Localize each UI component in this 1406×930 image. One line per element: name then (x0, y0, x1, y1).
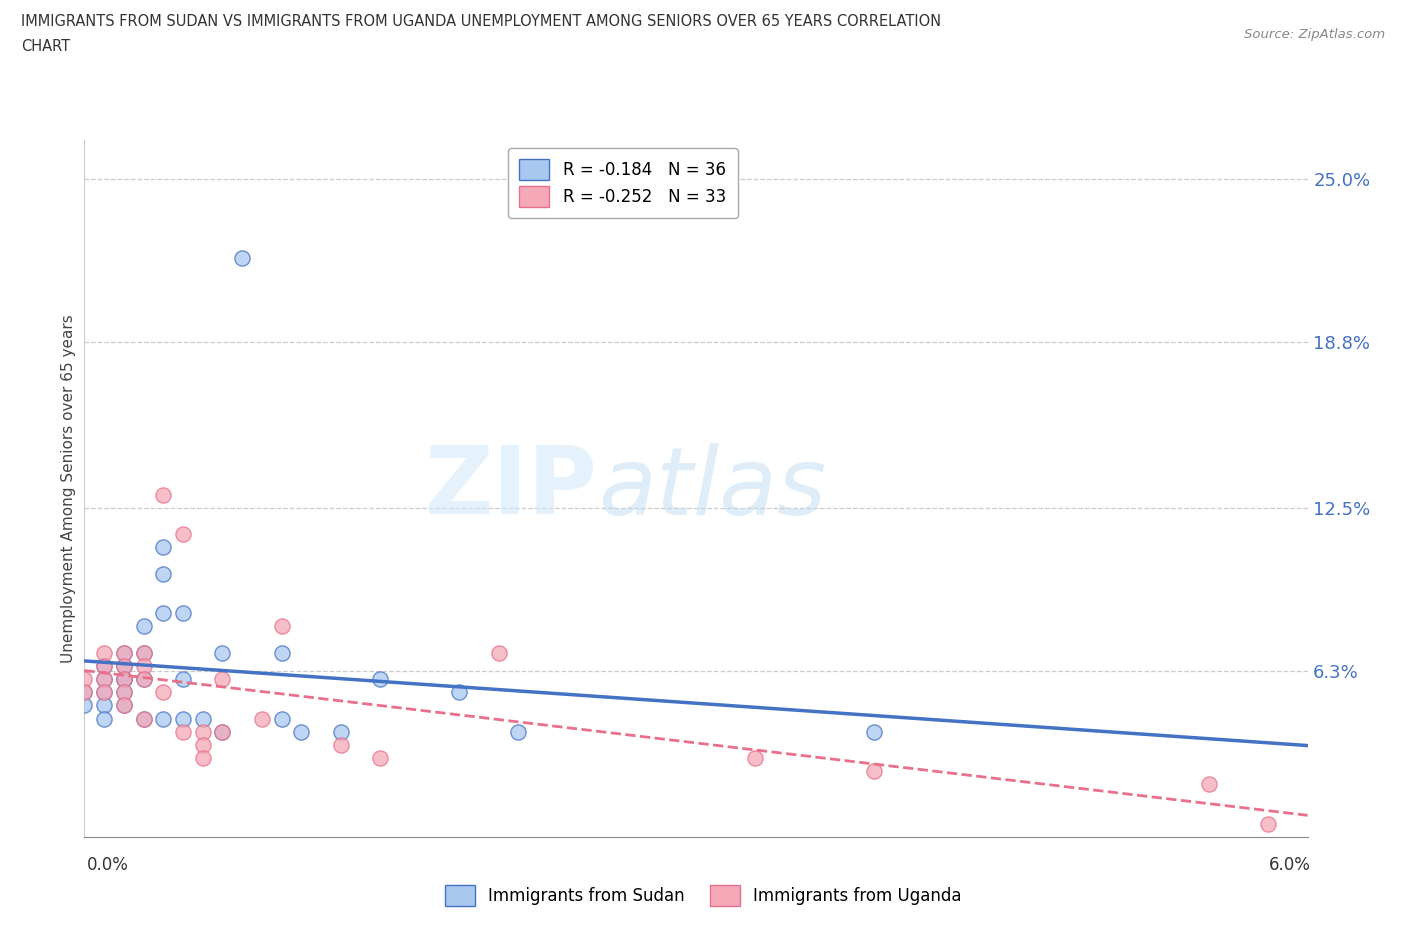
Point (93, 711, 115, 726)
Text: CHART: CHART (21, 39, 70, 54)
Legend: Immigrants from Sudan, Immigrants from Uganda: Immigrants from Sudan, Immigrants from U… (437, 879, 969, 912)
Point (112, 645, 135, 660)
Point (132, 711, 155, 726)
Point (93, 698, 115, 712)
Point (152, 540, 174, 555)
Point (112, 671, 135, 686)
Point (211, 671, 233, 686)
Point (862, 764, 884, 778)
Point (488, 645, 510, 660)
Point (112, 645, 135, 660)
Text: IMMIGRANTS FROM SUDAN VS IMMIGRANTS FROM UGANDA UNEMPLOYMENT AMONG SENIORS OVER : IMMIGRANTS FROM SUDAN VS IMMIGRANTS FROM… (21, 14, 941, 29)
Point (211, 645, 233, 660)
Point (270, 619, 292, 634)
Point (73, 684, 96, 699)
Point (112, 658, 135, 673)
Point (231, 250, 253, 265)
Point (73, 671, 96, 686)
Point (152, 566, 174, 581)
Point (172, 711, 194, 726)
Point (93, 684, 115, 699)
Text: 0.0%: 0.0% (87, 856, 129, 873)
Point (172, 605, 194, 620)
Point (152, 711, 174, 726)
Point (132, 671, 155, 686)
Point (270, 645, 292, 660)
Point (211, 724, 233, 739)
Point (93, 658, 115, 673)
Point (93, 645, 115, 660)
Point (508, 724, 530, 739)
Point (93, 671, 115, 686)
Point (1198, 777, 1220, 791)
Point (191, 737, 214, 752)
Point (191, 724, 214, 739)
Point (93, 658, 115, 673)
Text: ZIP: ZIP (425, 443, 598, 534)
Point (132, 619, 155, 634)
Point (1257, 817, 1279, 831)
Point (73, 684, 96, 699)
Legend: R = -0.184   N = 36, R = -0.252   N = 33: R = -0.184 N = 36, R = -0.252 N = 33 (508, 148, 738, 219)
Y-axis label: Unemployment Among Seniors over 65 years: Unemployment Among Seniors over 65 years (60, 314, 76, 662)
Point (73, 698, 96, 712)
Point (152, 684, 174, 699)
Point (368, 671, 391, 686)
Point (132, 645, 155, 660)
Point (329, 737, 352, 752)
Point (250, 711, 273, 726)
Point (112, 698, 135, 712)
Point (191, 711, 214, 726)
Point (112, 698, 135, 712)
Point (112, 684, 135, 699)
Text: Source: ZipAtlas.com: Source: ZipAtlas.com (1244, 28, 1385, 41)
Point (132, 711, 155, 726)
Point (112, 684, 135, 699)
Point (744, 751, 766, 765)
Point (211, 724, 233, 739)
Point (172, 671, 194, 686)
Point (862, 724, 884, 739)
Point (449, 684, 471, 699)
Text: 6.0%: 6.0% (1268, 856, 1310, 873)
Point (191, 751, 214, 765)
Point (132, 671, 155, 686)
Point (329, 724, 352, 739)
Point (112, 658, 135, 673)
Point (112, 671, 135, 686)
Point (270, 711, 292, 726)
Text: atlas: atlas (598, 443, 827, 534)
Point (172, 527, 194, 542)
Point (152, 487, 174, 502)
Point (93, 671, 115, 686)
Point (368, 751, 391, 765)
Point (93, 684, 115, 699)
Point (112, 671, 135, 686)
Point (152, 605, 174, 620)
Point (132, 658, 155, 673)
Point (290, 724, 312, 739)
Point (132, 645, 155, 660)
Point (172, 724, 194, 739)
